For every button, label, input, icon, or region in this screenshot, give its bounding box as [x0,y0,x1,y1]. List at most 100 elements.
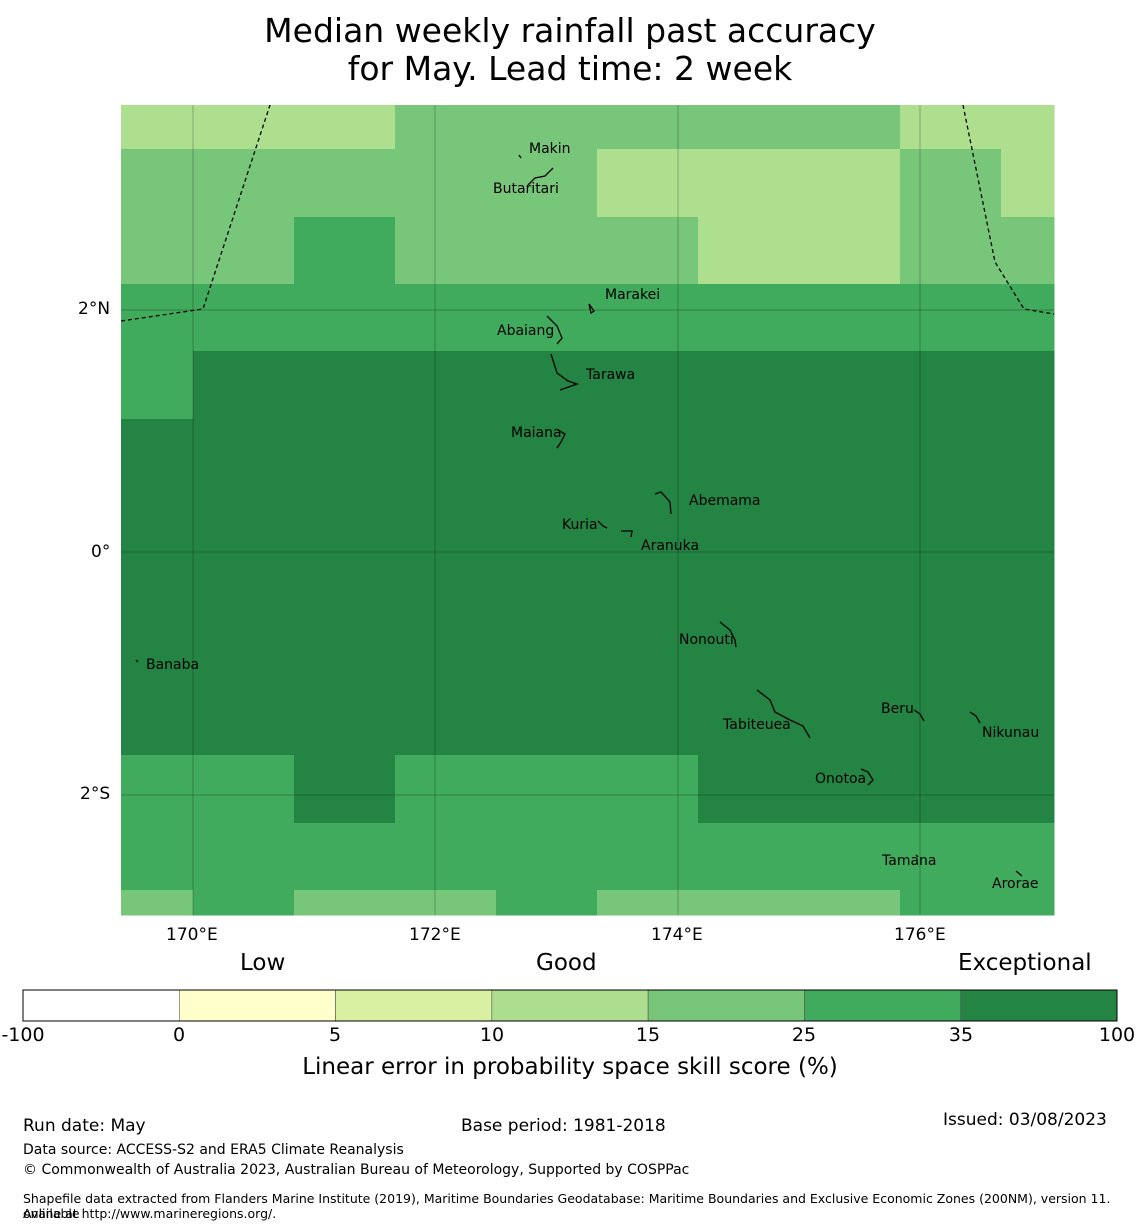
island-nikunau [969,711,981,724]
map-cell [800,755,901,824]
map-cell [496,755,598,824]
colorbar-segments [22,989,1118,1022]
map-cell [294,755,396,824]
map-cell [597,105,699,150]
map-cell [193,351,295,420]
map-cell [121,419,194,756]
map-cell [294,890,396,916]
map-cell [800,284,901,352]
map-cell [496,284,598,352]
island-tabiteuea [756,689,811,739]
colorbar-segment [960,989,1118,1022]
map-cell [294,351,396,420]
map-cell [121,890,194,916]
label-abemama: Abemama [689,493,761,509]
map-cell [1001,755,1055,824]
island-banaba [135,659,139,663]
colorbar-segment [647,989,805,1022]
map-cell [1001,217,1055,285]
map-cell [698,284,801,352]
colorbar-tick-15: 15 [635,1024,661,1046]
map-cell [800,149,901,218]
island-marakei [588,303,595,315]
island-tarawa [550,353,580,391]
island-butaritari [527,167,554,186]
skill-score-map [120,104,1055,916]
label-kuria: Kuria [562,517,598,533]
map-cell [597,284,699,352]
island-onotoa [860,768,874,786]
island-kuria [597,520,608,529]
label-tamana: Tamana [882,853,937,869]
island-makin [518,154,522,159]
map-cell [800,217,901,285]
map-cell [193,823,295,891]
chart-title-line-1: Median weekly rainfall past accuracy [264,11,876,50]
map-cell [698,217,801,285]
map-cell [395,419,497,756]
map-cell [597,149,699,218]
map-cell [1001,351,1055,420]
legend-category-good: Good [536,950,597,976]
island-outlines [135,154,1023,877]
map-cell [900,755,1002,824]
map-cell [395,105,497,150]
map-cell [900,351,1002,420]
label-beru: Beru [881,701,914,717]
map-cell [395,351,497,420]
label-aranuka: Aranuka [641,538,700,554]
map-cell [193,105,295,150]
map-cell [597,823,699,891]
map-cell [193,217,295,285]
copyright: © Commonwealth of Australia 2023, Austra… [23,1162,690,1178]
map-cell [395,755,497,824]
map-cell [800,890,901,916]
map-cell [294,105,396,150]
map-cell [698,755,801,824]
colorbar-segment [491,989,649,1022]
colorbar-tick-neg100: -100 [1,1024,45,1046]
colorbar-segment [804,989,962,1022]
map-cell [698,351,801,420]
chart-title-line-2: for May. Lead time: 2 week [347,49,793,88]
map-cell [698,419,801,756]
issued-date: Issued: 03/08/2023 [943,1110,1107,1130]
colorbar-tick-10: 10 [479,1024,505,1046]
map-cell [193,149,295,218]
legend-category-low: Low [240,950,286,976]
map-cell [395,890,497,916]
map-cell [496,217,598,285]
map-cell [597,419,699,756]
map-cell [1001,823,1055,891]
colorbar-tick-0: 0 [172,1024,186,1046]
graticule [121,105,1054,915]
run-date: Run date: May [23,1116,146,1136]
label-onotoa: Onotoa [815,771,867,787]
map-cell [698,149,801,218]
map-cell [800,351,901,420]
shapefile-credit-line-1: Shapefile data extracted from Flanders M… [23,1191,1111,1221]
map-cell [698,823,801,891]
map-cell [121,149,194,218]
colorbar-segment [22,989,180,1022]
label-makin: Makin [529,141,571,157]
map-cell [1001,105,1055,150]
colorbar-frame [22,989,1118,1022]
island-maiana [556,429,566,449]
map-cell [496,149,598,218]
colorbar-tick-35: 35 [948,1024,974,1046]
map-cell [900,419,1002,756]
map-cell [294,284,396,352]
map-cell [1001,284,1055,352]
map-cell [1001,149,1055,218]
map-cell [294,217,396,285]
island-beru [913,709,925,722]
data-source: Data source: ACCESS-S2 and ERA5 Climate … [23,1142,404,1158]
label-maiana: Maiana [511,425,562,441]
label-tarawa: Tarawa [586,367,636,383]
map-cell [193,284,295,352]
map-cell [597,217,699,285]
map-cell [800,823,901,891]
label-abaiang: Abaiang [497,323,555,339]
eez-boundary-east [962,104,1055,315]
